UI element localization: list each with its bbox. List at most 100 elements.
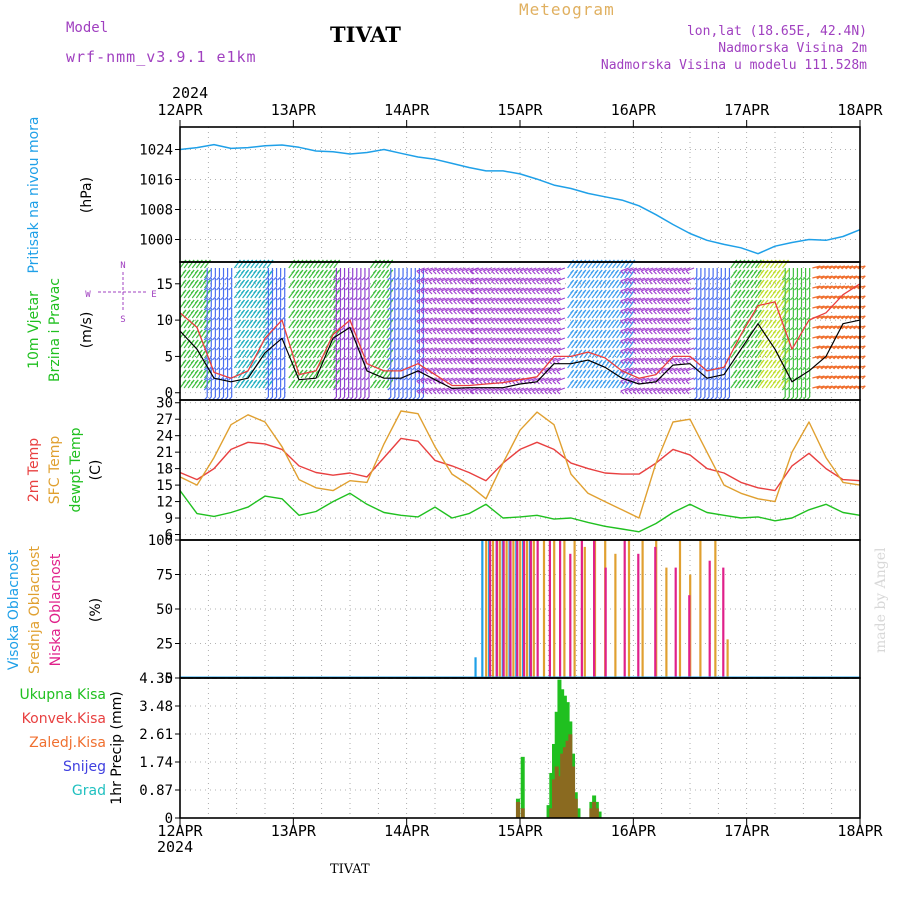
wind-barb-head bbox=[236, 279, 241, 284]
wind-barb-head bbox=[261, 269, 266, 274]
wind-barb bbox=[424, 297, 434, 302]
wind-barb-head bbox=[733, 369, 738, 374]
wind-barb-head bbox=[365, 376, 370, 381]
wind-barb-head bbox=[776, 269, 781, 274]
wind-barb-head bbox=[701, 296, 706, 301]
wind-barb-head bbox=[741, 339, 746, 344]
wind-barb-head bbox=[574, 319, 579, 324]
cloud-low-bar bbox=[559, 540, 562, 678]
wind-barb-head bbox=[465, 380, 470, 385]
wind-barb bbox=[552, 327, 562, 332]
cloud-low-bar bbox=[548, 540, 551, 678]
wind-barb-head bbox=[269, 356, 273, 361]
wind-barb bbox=[544, 287, 553, 292]
wind-barb-head bbox=[798, 306, 802, 311]
wind-barb-head bbox=[556, 340, 561, 345]
wind-barb-head bbox=[632, 370, 637, 375]
wind-barb-head bbox=[705, 366, 710, 371]
wind-barb-head bbox=[527, 390, 532, 395]
wind-barb-head bbox=[648, 370, 653, 375]
model-label: Model bbox=[66, 20, 109, 36]
wind-barb-head bbox=[207, 346, 212, 351]
wind-barb-head bbox=[620, 330, 625, 335]
wind-barb-head bbox=[198, 329, 203, 334]
wind-barb-head bbox=[428, 270, 433, 275]
wind-barb bbox=[649, 367, 658, 372]
wind-barb-head bbox=[548, 290, 553, 295]
cloud-low-bar bbox=[722, 567, 725, 678]
wind-barb bbox=[556, 317, 566, 322]
wind-barb bbox=[457, 327, 466, 332]
wind-barb-head bbox=[499, 320, 504, 325]
wind-barb bbox=[416, 317, 426, 322]
wind-barb-head bbox=[677, 320, 682, 325]
wind-barb bbox=[624, 367, 634, 372]
wind-barb-head bbox=[416, 320, 421, 325]
wind-barb-head bbox=[483, 390, 487, 395]
wind-barb-head bbox=[353, 276, 358, 281]
wind-barb-head bbox=[190, 269, 195, 274]
wind-barb-head bbox=[511, 290, 516, 295]
wind-barb bbox=[812, 275, 821, 279]
wind-barb-head bbox=[721, 356, 726, 361]
wind-barb-head bbox=[574, 349, 579, 354]
wind-barb-head bbox=[548, 380, 553, 385]
wind-barb bbox=[507, 267, 517, 272]
wind-barb-head bbox=[299, 329, 304, 334]
y-axis-label: Brzina i Pravac bbox=[47, 278, 63, 382]
wind-barb-head bbox=[721, 276, 726, 281]
wind-barb-head bbox=[798, 356, 802, 361]
wind-barb bbox=[465, 337, 474, 342]
wind-barb-head bbox=[749, 279, 754, 284]
wind-barb-head bbox=[245, 359, 249, 364]
wind-barb-head bbox=[798, 316, 802, 321]
wind-barb-head bbox=[353, 366, 358, 371]
x-tick-label-bottom: 12APR bbox=[157, 822, 203, 840]
wind-barb-head bbox=[760, 339, 765, 344]
wind-barb-head bbox=[349, 366, 354, 371]
wind-barb bbox=[420, 287, 430, 292]
wind-barb bbox=[470, 277, 480, 282]
wind-barb-head bbox=[315, 299, 320, 304]
wind-barb-head bbox=[768, 379, 773, 384]
wind-barb bbox=[661, 367, 670, 372]
wind-barb-head bbox=[236, 309, 241, 314]
wind-barb-head bbox=[615, 339, 619, 344]
wind-barb bbox=[499, 377, 508, 382]
wind-barb-head bbox=[536, 340, 540, 345]
wind-barb bbox=[836, 275, 846, 279]
wind-barb bbox=[681, 297, 691, 302]
wind-barb-head bbox=[469, 270, 474, 275]
y-tick-label: 3.48 bbox=[139, 699, 173, 715]
wind-barb bbox=[453, 277, 462, 282]
wind-barb-head bbox=[789, 366, 794, 371]
wind-barb-head bbox=[407, 356, 412, 361]
wind-barb-head bbox=[590, 289, 595, 294]
wind-barb-head bbox=[264, 386, 269, 391]
wind-barb-head bbox=[527, 310, 532, 315]
wind-barb-head bbox=[527, 270, 532, 275]
wind-barb-head bbox=[540, 340, 544, 345]
wind-barb-head bbox=[216, 326, 220, 331]
wind-barb-head bbox=[503, 390, 508, 395]
wind-barb bbox=[461, 387, 470, 392]
wind-barb-head bbox=[257, 339, 262, 344]
wind-barb-head bbox=[391, 276, 396, 281]
wind-barb-head bbox=[776, 359, 781, 364]
wind-barb-head bbox=[594, 299, 599, 304]
wind-barb-head bbox=[620, 390, 625, 395]
wind-barb bbox=[661, 297, 670, 302]
wind-barb-head bbox=[733, 269, 738, 274]
wind-barb-head bbox=[590, 349, 595, 354]
y-tick-label: 12 bbox=[156, 495, 173, 511]
wind-barb bbox=[511, 347, 521, 352]
wind-barb bbox=[828, 295, 837, 299]
wind-barb-head bbox=[677, 370, 682, 375]
wind-barb-head bbox=[415, 386, 420, 391]
wind-barb-head bbox=[203, 306, 208, 311]
wind-barb-head bbox=[802, 316, 807, 321]
wind-barb-head bbox=[598, 349, 603, 354]
wind-barb-head bbox=[697, 306, 702, 311]
wind-barb-head bbox=[424, 270, 429, 275]
wind-barb bbox=[528, 317, 537, 322]
